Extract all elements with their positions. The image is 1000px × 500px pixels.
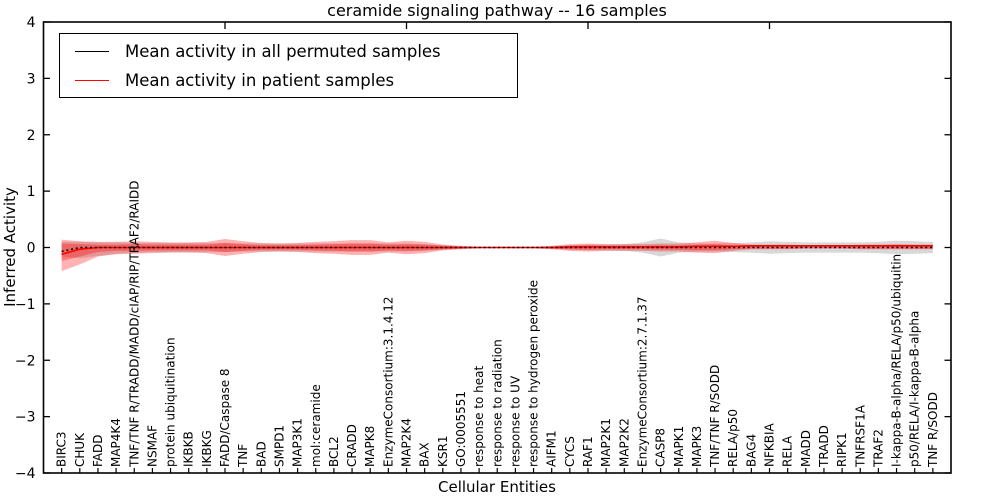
y-tick-label: 4	[27, 15, 36, 31]
x-tick-label: SMPD1	[272, 425, 286, 467]
x-tick-label: p50/RELA/I-kappa-B-alpha	[908, 311, 922, 467]
legend-line-black-icon	[75, 50, 109, 52]
x-tick-label: RELA	[781, 435, 795, 467]
x-tick-label: AIFM1	[545, 430, 559, 467]
y-tick-label: −4	[15, 466, 36, 482]
x-tick-label: KSR1	[436, 436, 450, 467]
x-tick-label: NFKBIA	[763, 422, 777, 467]
x-tick-label: BAD	[254, 441, 268, 467]
x-tick-label: TNF/TNF R/TRADD/MADD/cIAP/RIP/TRAF2/RAID…	[127, 181, 141, 469]
x-tick-label: BAG4	[744, 434, 758, 467]
x-tick-label: MAPK1	[672, 426, 686, 467]
x-tick-label: MAP2K4	[400, 418, 414, 467]
legend-label-permuted: Mean activity in all permuted samples	[125, 41, 441, 61]
x-tick-label: response to heat	[472, 365, 486, 467]
x-tick-label: IKBKG	[200, 430, 214, 467]
x-tick-label: EnzymeConsortium:2.7.1.37	[635, 296, 649, 467]
x-tick-label: TNF/TNF R/SODD	[708, 365, 722, 468]
x-tick-label: TNF	[236, 444, 250, 468]
x-tick-label: MAP4K4	[109, 418, 123, 467]
x-tick-label: EnzymeConsortium:3.1.4.12	[381, 296, 395, 467]
x-tick-label: TRADD	[817, 425, 831, 468]
x-tick-label: TRAF2	[871, 429, 885, 468]
permuted-mean-line	[61, 246, 933, 253]
legend: Mean activity in all permuted samples Me…	[59, 33, 518, 98]
x-tick-label: BCL2	[327, 436, 341, 467]
x-tick-label: RIPK1	[835, 432, 849, 467]
y-axis-label: Inferred Activity	[1, 187, 19, 307]
x-tick-label: NSMAF	[145, 425, 159, 467]
x-tick-label: protein ubiquitination	[164, 337, 178, 467]
y-tick-label: −1	[15, 297, 36, 313]
y-tick-label: 0	[27, 241, 36, 257]
x-tick-label: I-kappa-B-alpha/RELA/p50/ubiquitin	[890, 254, 904, 467]
x-tick-label: MAP3K1	[291, 418, 305, 467]
chart-title: ceramide signaling pathway -- 16 samples	[327, 1, 667, 20]
x-tick-label: MAPK3	[690, 426, 704, 467]
x-tick-label: FADD	[91, 435, 105, 468]
x-axis-label: Cellular Entities	[438, 478, 556, 496]
y-tick-label: 2	[27, 128, 36, 144]
x-tick-label: MAP2K1	[599, 418, 613, 467]
x-tick-label: TNF R/SODD	[926, 392, 940, 468]
x-tick-label: mol:ceramide	[309, 384, 323, 467]
y-tick-label: −2	[15, 353, 36, 369]
x-tick-label: CRADD	[345, 424, 359, 467]
permuted-activity-band	[61, 238, 933, 259]
x-tick-label: response to UV	[508, 375, 522, 467]
legend-item-permuted: Mean activity in all permuted samples	[60, 37, 517, 65]
x-tick-label: CASP8	[654, 428, 668, 467]
y-tick-label: 1	[27, 184, 36, 200]
x-tick-label: response to hydrogen peroxide	[527, 280, 541, 467]
x-tick-label: MAP2K2	[617, 418, 631, 467]
x-tick-label: TNFRSF1A	[853, 404, 867, 468]
x-tick-label: RELA/p50	[726, 409, 740, 467]
legend-line-red-icon	[75, 79, 109, 81]
x-tick-label: MAPK8	[363, 426, 377, 467]
x-tick-label: IKBKB	[182, 431, 196, 467]
x-tick-label: BIRC3	[55, 431, 69, 467]
legend-item-patient: Mean activity in patient samples	[60, 66, 517, 94]
legend-label-patient: Mean activity in patient samples	[125, 70, 395, 90]
y-tick-label: −3	[15, 410, 36, 426]
y-tick-label: 3	[27, 71, 36, 87]
x-tick-label: CYCS	[563, 436, 577, 467]
x-tick-label: CHUK	[73, 432, 87, 467]
x-tick-label: FADD/Caspase 8	[218, 368, 232, 467]
x-tick-label: BAX	[418, 442, 432, 467]
x-tick-label: RAF1	[581, 436, 595, 467]
x-tick-label: GO:0005551	[454, 391, 468, 467]
x-tick-label: response to radiation	[490, 339, 504, 467]
x-tick-label: MADD	[799, 430, 813, 467]
